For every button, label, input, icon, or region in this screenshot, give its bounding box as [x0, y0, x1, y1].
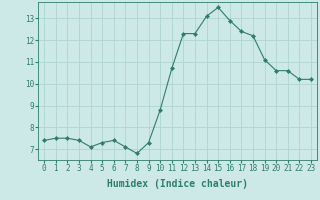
X-axis label: Humidex (Indice chaleur): Humidex (Indice chaleur)	[107, 179, 248, 189]
